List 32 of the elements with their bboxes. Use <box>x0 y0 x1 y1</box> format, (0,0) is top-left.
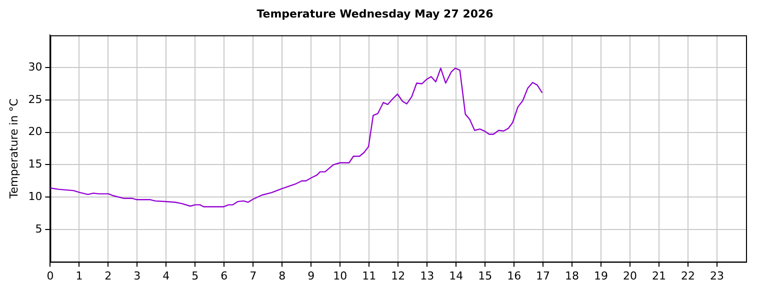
y-tick-label: 25 <box>28 92 42 106</box>
x-tick-label: 6 <box>220 269 228 282</box>
y-tick-label: 5 <box>35 222 42 236</box>
x-tick-label: 19 <box>594 269 608 282</box>
x-tick-label: 2 <box>104 269 112 282</box>
x-tick-label: 23 <box>710 269 724 282</box>
x-tick-label: 10 <box>333 269 348 282</box>
x-tick-label: 11 <box>362 269 376 282</box>
x-tick-label: 4 <box>162 269 170 282</box>
x-tick-label: 3 <box>134 269 141 282</box>
y-tick-label: 20 <box>28 125 42 138</box>
x-tick-label: 1 <box>76 269 83 282</box>
x-tick-label: 9 <box>308 269 315 282</box>
x-tick-label: 12 <box>391 269 406 282</box>
x-tick-label: 14 <box>449 269 464 282</box>
x-tick-label: 7 <box>250 269 257 282</box>
x-tick-label: 18 <box>565 269 580 282</box>
x-tick-label: 22 <box>681 269 696 282</box>
x-tick-label: 17 <box>536 269 550 282</box>
x-tick-label: 0 <box>46 269 54 282</box>
y-tick-label: 30 <box>28 60 42 74</box>
x-tick-label: 5 <box>192 269 199 282</box>
x-tick-label: 21 <box>652 269 666 282</box>
y-tick-label: 10 <box>28 190 42 203</box>
y-tick-label: 15 <box>28 158 42 171</box>
chart-title: Temperature Wednesday May 27 2026 <box>256 7 494 20</box>
y-axis-title: Temperature in °C <box>7 98 20 200</box>
x-tick-label: 13 <box>420 269 434 282</box>
x-tick-label: 15 <box>478 269 492 282</box>
x-tick-label: 20 <box>623 269 638 282</box>
x-tick-label: 16 <box>507 269 522 282</box>
x-tick-label: 8 <box>278 269 286 282</box>
